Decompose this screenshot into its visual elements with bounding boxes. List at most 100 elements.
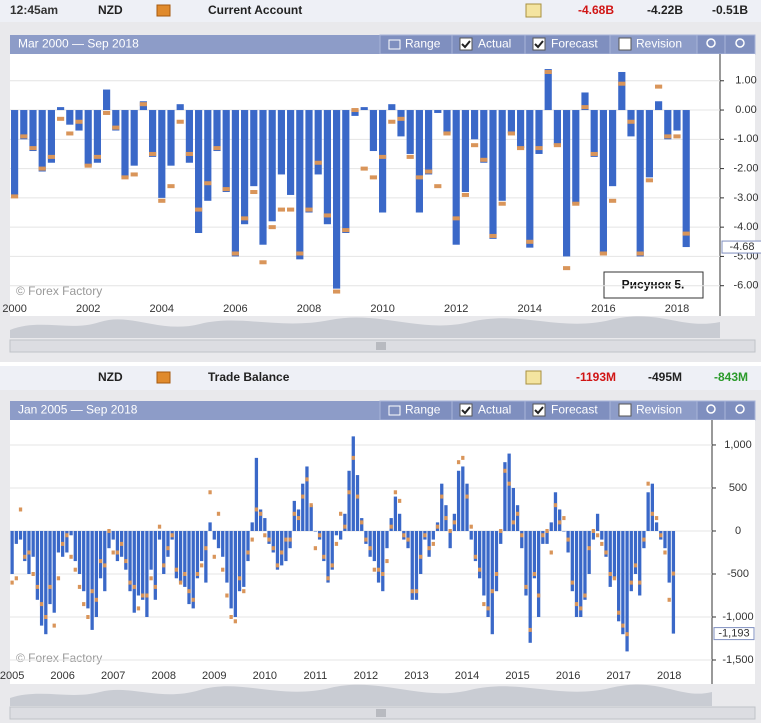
checkbox[interactable] bbox=[459, 403, 473, 417]
forecast-marker bbox=[268, 225, 276, 230]
bar bbox=[419, 530, 423, 574]
x-tick-label: 2010 bbox=[253, 670, 277, 682]
zoom-in[interactable] bbox=[696, 34, 726, 55]
bar bbox=[515, 505, 520, 531]
forecast-marker bbox=[618, 81, 626, 86]
bar bbox=[246, 530, 250, 562]
bar bbox=[507, 453, 511, 531]
y-tick-label: -1,500 bbox=[722, 654, 753, 666]
bar bbox=[233, 530, 237, 618]
bar bbox=[448, 530, 452, 549]
forecast-marker bbox=[287, 207, 295, 212]
forecast-marker bbox=[379, 154, 387, 159]
forecast-marker bbox=[107, 528, 111, 533]
forecast-marker bbox=[587, 546, 591, 551]
forecast-marker bbox=[520, 533, 524, 538]
zoom-icon bbox=[735, 404, 745, 414]
bar bbox=[553, 110, 561, 146]
x-tick-label: 2002 bbox=[76, 303, 100, 315]
event-row[interactable] bbox=[0, 366, 761, 390]
zoom-out[interactable] bbox=[724, 34, 756, 55]
bar bbox=[351, 110, 359, 116]
detail-icon[interactable] bbox=[525, 370, 542, 385]
bar bbox=[112, 110, 120, 131]
y-tick-label: -6.00 bbox=[733, 280, 758, 292]
forecast-marker bbox=[381, 571, 385, 576]
forecast-marker bbox=[480, 157, 488, 162]
forecast-marker bbox=[682, 231, 690, 236]
bar bbox=[90, 530, 94, 630]
bar bbox=[471, 110, 479, 140]
forecast-marker bbox=[195, 571, 200, 576]
bar bbox=[355, 475, 360, 531]
bar bbox=[77, 530, 82, 574]
scroll-thumb[interactable] bbox=[376, 709, 386, 717]
forecast-marker bbox=[645, 178, 653, 183]
checkbox[interactable] bbox=[532, 37, 546, 51]
bar bbox=[503, 462, 507, 531]
forecast-marker bbox=[415, 175, 423, 180]
bar bbox=[29, 110, 37, 152]
bar bbox=[461, 466, 465, 531]
bar bbox=[604, 530, 608, 557]
bar bbox=[47, 110, 55, 163]
forecast-marker bbox=[444, 516, 448, 521]
bar bbox=[456, 470, 461, 531]
bar bbox=[212, 530, 216, 540]
bar bbox=[364, 530, 368, 544]
event-name[interactable]: Trade Balance bbox=[208, 370, 290, 384]
forecast-marker bbox=[241, 216, 249, 221]
forecast-marker bbox=[414, 589, 419, 594]
forecast-marker bbox=[47, 154, 55, 159]
zoom-in[interactable] bbox=[696, 400, 726, 421]
bar bbox=[263, 518, 267, 531]
bar bbox=[330, 530, 334, 570]
forecast-marker bbox=[563, 266, 571, 271]
bar bbox=[410, 530, 414, 600]
forecast-marker bbox=[402, 533, 406, 538]
event-row[interactable] bbox=[0, 0, 761, 22]
forecast-marker bbox=[66, 131, 74, 136]
bar bbox=[566, 530, 570, 553]
bar bbox=[638, 530, 642, 596]
forecast-marker bbox=[528, 627, 532, 632]
forecast-marker bbox=[216, 511, 221, 516]
bar bbox=[590, 110, 598, 157]
current-value-label: -1,193 bbox=[718, 628, 749, 640]
bar bbox=[287, 110, 295, 195]
bar bbox=[381, 530, 385, 592]
forecast-marker bbox=[56, 576, 61, 581]
forecast-marker bbox=[94, 597, 98, 602]
forecast-marker bbox=[490, 589, 494, 594]
bar bbox=[617, 530, 621, 622]
x-tick-label: 2012 bbox=[354, 670, 378, 682]
bar bbox=[621, 530, 625, 635]
bar bbox=[499, 530, 503, 544]
checkbox[interactable] bbox=[459, 37, 473, 51]
forecast-marker bbox=[671, 571, 676, 576]
bar bbox=[35, 530, 40, 600]
bar bbox=[629, 530, 633, 592]
bar bbox=[136, 530, 141, 596]
forecast-marker bbox=[469, 524, 473, 529]
detail-icon[interactable] bbox=[525, 3, 542, 18]
zoom-out[interactable] bbox=[724, 400, 756, 421]
scroll-thumb[interactable] bbox=[376, 342, 386, 350]
bar bbox=[141, 530, 145, 600]
bar bbox=[271, 530, 275, 553]
forecast-marker bbox=[549, 550, 553, 555]
forecast-marker bbox=[625, 632, 629, 637]
bar bbox=[231, 110, 239, 257]
checkbox[interactable] bbox=[618, 37, 632, 51]
checkbox[interactable] bbox=[618, 403, 632, 417]
bar bbox=[558, 509, 562, 531]
forecast-marker bbox=[368, 546, 372, 551]
forecast-marker bbox=[478, 567, 482, 572]
x-tick-label: 2014 bbox=[455, 670, 479, 682]
forecast-marker bbox=[204, 546, 208, 551]
bar bbox=[149, 530, 153, 570]
x-tick-label: 2014 bbox=[518, 303, 542, 315]
event-name[interactable]: Current Account bbox=[208, 3, 302, 17]
legend-forecast: Forecast bbox=[551, 37, 598, 51]
checkbox[interactable] bbox=[532, 403, 546, 417]
